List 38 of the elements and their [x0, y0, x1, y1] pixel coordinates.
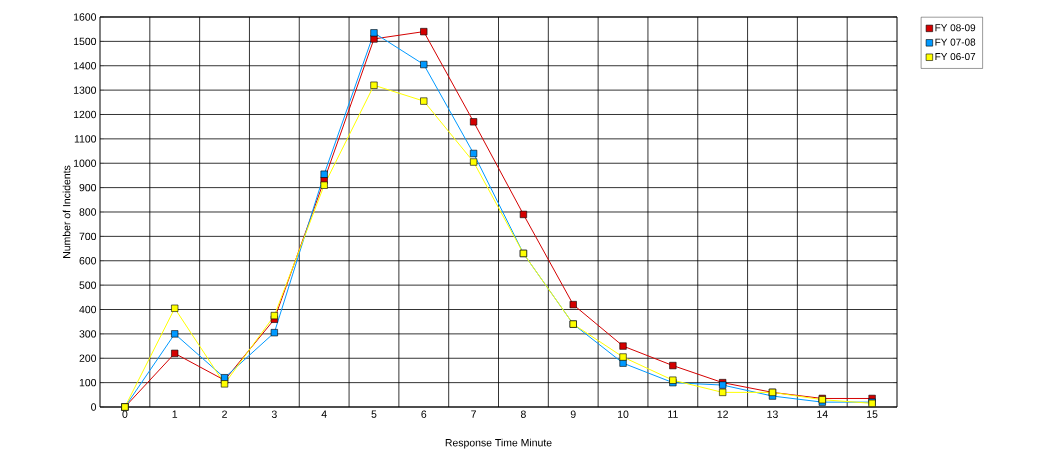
x-tick-label: 0 [122, 410, 128, 418]
x-tick-label: 4 [321, 410, 327, 418]
x-tick-label: 11 [668, 410, 678, 418]
y-tick-label: 1600 [74, 13, 97, 21]
y-tick-label: 0 [91, 403, 97, 411]
y-tick-label: 1100 [74, 135, 97, 143]
y-tick-label: 300 [79, 330, 97, 338]
x-tick-label: 12 [717, 410, 728, 418]
x-tick-label: 13 [767, 410, 778, 418]
y-tick-label: 1400 [74, 62, 97, 70]
x-tick-label: 9 [570, 410, 576, 418]
y-tick-label: 1200 [74, 110, 97, 119]
legend-label: FY 07-08 [935, 38, 976, 46]
y-axis-title: Number of Incidents [62, 165, 71, 258]
y-tick-label: 1500 [74, 37, 97, 46]
y-tick-label: 700 [79, 232, 97, 241]
x-tick-label: 7 [471, 410, 476, 418]
x-tick-label: 14 [817, 410, 828, 418]
x-tick-label: 10 [618, 410, 629, 418]
y-tick-label: 1000 [74, 159, 97, 167]
y-tick-label: 100 [79, 378, 97, 387]
y-tick-label: 600 [79, 257, 97, 265]
x-tick-label: 6 [421, 410, 427, 418]
y-tick-label: 200 [79, 354, 97, 362]
legend-label: FY 08-09 [935, 24, 976, 32]
y-tick-label: 500 [79, 281, 97, 289]
x-tick-label: 1 [172, 410, 178, 418]
x-tick-label: 8 [520, 410, 526, 418]
y-tick-label: 400 [79, 305, 97, 314]
x-tick-label: 2 [222, 410, 227, 418]
y-tick-label: 1300 [74, 86, 97, 94]
x-axis-title: Response Time Minute [445, 438, 552, 449]
x-tick-label: 3 [271, 410, 277, 418]
y-tick-label: 800 [79, 208, 97, 216]
x-tick-label: 15 [867, 410, 878, 418]
x-tick-label: 5 [371, 410, 377, 418]
legend-label: FY 06-07 [935, 53, 976, 61]
y-tick-label: 900 [79, 183, 97, 192]
